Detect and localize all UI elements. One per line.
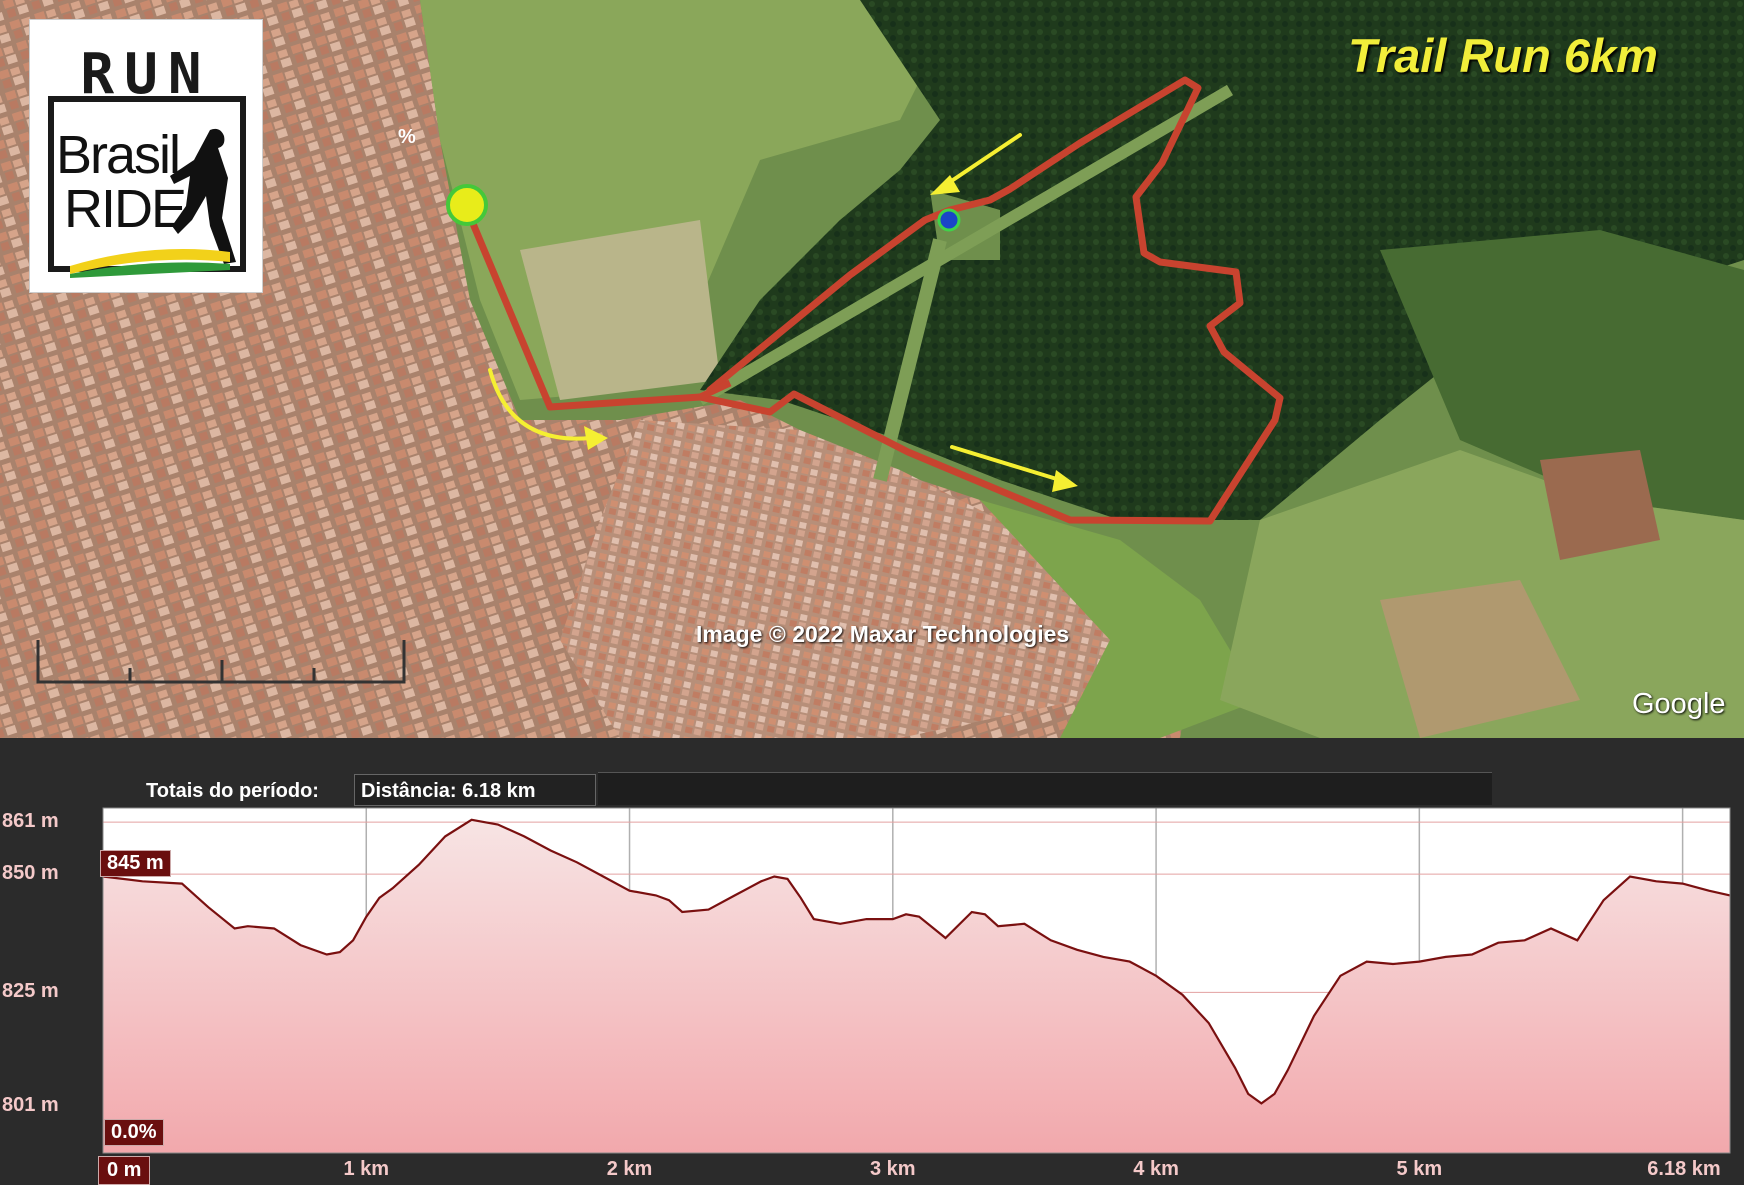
direction-arrow-icon bbox=[950, 445, 1078, 492]
start-marker-icon bbox=[446, 184, 488, 226]
start-distance-tag: 0 m bbox=[98, 1156, 151, 1185]
totals-value-box: Distância: 6.18 km bbox=[354, 774, 596, 806]
chart-plot-border bbox=[102, 807, 1731, 1154]
map-canvas bbox=[0, 0, 1744, 738]
y-tick-label-3: 825 m bbox=[2, 980, 59, 1003]
y-tick-label-2: 850 m bbox=[2, 862, 59, 885]
map-stray-percent-glyph: % bbox=[398, 126, 416, 148]
y-tick-label-1: 861 m bbox=[2, 810, 59, 833]
current-elevation-tag: 845 m bbox=[100, 850, 171, 877]
x-tick-label-3: 3 km bbox=[870, 1158, 916, 1180]
y-tick-label-4: 801 m bbox=[2, 1093, 59, 1116]
route-line bbox=[462, 76, 1284, 525]
elevation-area bbox=[103, 819, 1730, 1153]
runner-silhouette-icon bbox=[70, 128, 236, 278]
x-tick-label-end: 6.18 km bbox=[1647, 1158, 1721, 1180]
elevation-chart[interactable] bbox=[0, 738, 1744, 1184]
checkpoint-marker-icon bbox=[937, 208, 961, 232]
totals-toolbar bbox=[598, 772, 1492, 805]
google-attribution[interactable]: Google bbox=[1632, 688, 1726, 720]
totals-label: Totais do período: bbox=[146, 780, 319, 802]
satellite-map[interactable]: RUN Brasil RIDE Trail Run 6km % Image © … bbox=[0, 0, 1744, 738]
brasil-ride-logo: RUN Brasil RIDE bbox=[30, 20, 262, 292]
current-grade-tag: 0.0% bbox=[104, 1119, 164, 1146]
x-tick-label-5: 5 km bbox=[1396, 1158, 1443, 1180]
direction-arrow-icon bbox=[930, 133, 1022, 195]
logo-ride-text: RIDE bbox=[64, 179, 187, 239]
map-title: Trail Run 6km bbox=[1348, 29, 1658, 82]
totals-distance-value: Distância: 6.18 km bbox=[361, 780, 536, 802]
x-tick-label-2: 2 km bbox=[606, 1158, 653, 1180]
direction-arrow-icon bbox=[488, 368, 608, 450]
elevation-line bbox=[102, 818, 1731, 1105]
imagery-credit: Image © 2022 Maxar Technologies bbox=[696, 621, 1070, 647]
x-tick-label-1: 1 km bbox=[343, 1158, 390, 1180]
logo-brasil-text: Brasil bbox=[56, 125, 181, 185]
x-tick-label-4: 4 km bbox=[1133, 1158, 1179, 1180]
